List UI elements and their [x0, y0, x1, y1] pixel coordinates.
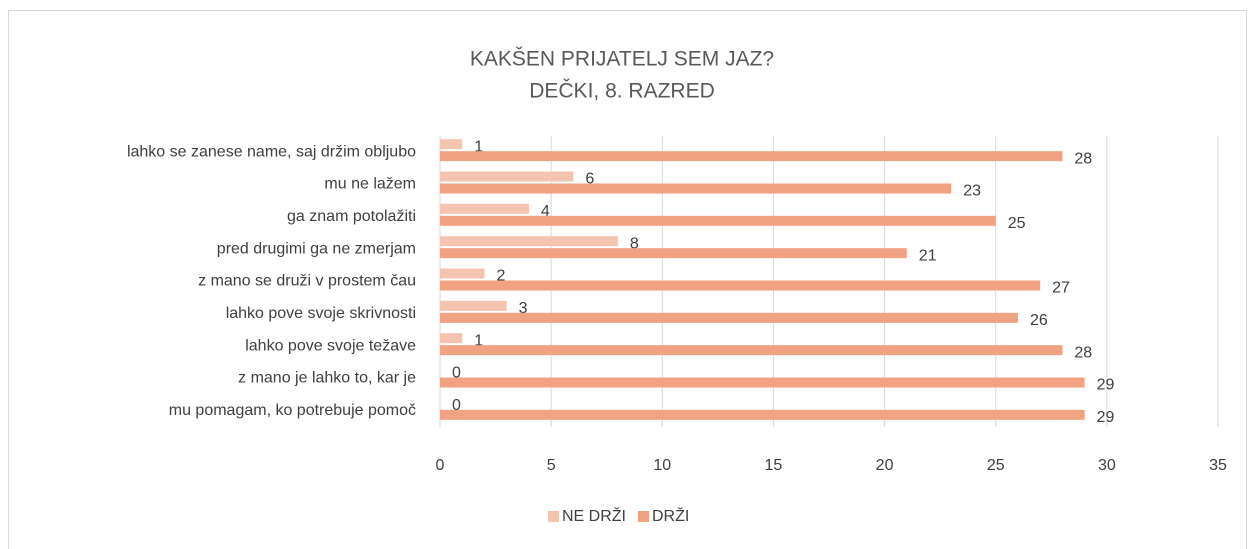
- bar: [440, 203, 529, 214]
- bar: [440, 215, 996, 226]
- value-label: 2: [496, 268, 505, 285]
- x-tick-label: 30: [1098, 457, 1116, 474]
- value-label: 27: [1052, 280, 1070, 297]
- bar: [440, 409, 1085, 420]
- value-label: 25: [1008, 215, 1026, 232]
- legend-swatch: [548, 511, 559, 522]
- bar: [440, 300, 507, 311]
- chart-subtitle: DEČKI, 8. RAZRED: [529, 80, 715, 103]
- x-tick-label: 5: [547, 457, 556, 474]
- chart-border: [8, 10, 1247, 549]
- bar: [440, 377, 1085, 388]
- value-label: 3: [519, 300, 528, 317]
- x-tick-label: 15: [765, 457, 783, 474]
- y-tick-label: lahko pove svoje težave: [245, 337, 416, 354]
- value-label: 1: [474, 332, 483, 349]
- x-tick-label: 20: [876, 457, 894, 474]
- y-tick-label: lahko pove svoje skrivnosti: [226, 305, 416, 322]
- bar: [440, 312, 1018, 323]
- value-label: 0: [452, 397, 461, 414]
- bar: [440, 139, 463, 150]
- y-tick-label: z mano je lahko to, kar je: [238, 370, 416, 387]
- bar: [440, 345, 1063, 356]
- y-tick-label: mu pomagam, ko potrebuje pomoč: [169, 402, 416, 419]
- bar: [440, 280, 1041, 291]
- bar: [440, 183, 952, 194]
- value-label: 28: [1074, 150, 1092, 167]
- bar: [440, 268, 485, 279]
- chart-title: KAKŠEN PRIJATELJ SEM JAZ?: [470, 48, 774, 71]
- bar: [440, 248, 907, 259]
- value-label: 23: [963, 183, 981, 200]
- value-label: 26: [1030, 312, 1048, 329]
- x-tick-label: 35: [1209, 457, 1227, 474]
- value-label: 29: [1097, 409, 1115, 426]
- value-label: 28: [1074, 344, 1092, 361]
- value-label: 1: [474, 138, 483, 155]
- x-tick-label: 10: [653, 457, 671, 474]
- y-tick-label: lahko se zanese name, saj držim obljubo: [127, 143, 416, 160]
- legend-label: NE DRŽI: [562, 506, 626, 525]
- value-label: 6: [585, 171, 594, 188]
- y-tick-label: mu ne lažem: [324, 176, 416, 193]
- y-tick-label: pred drugimi ga ne zmerjam: [217, 240, 416, 257]
- value-label: 4: [541, 203, 550, 220]
- y-tick-label: z mano se druži v prostem čau: [198, 273, 416, 290]
- value-label: 29: [1097, 377, 1115, 394]
- bar: [440, 236, 618, 247]
- legend-swatch: [638, 511, 649, 522]
- y-tick-label: ga znam potolažiti: [287, 208, 416, 225]
- value-label: 0: [452, 365, 461, 382]
- legend-label: DRŽI: [652, 506, 689, 525]
- x-tick-label: 0: [436, 457, 445, 474]
- x-tick-label: 25: [987, 457, 1005, 474]
- bar: [440, 151, 1063, 162]
- value-label: 8: [630, 235, 639, 252]
- bar: [440, 333, 463, 344]
- bar: [440, 171, 574, 182]
- value-label: 21: [919, 247, 937, 264]
